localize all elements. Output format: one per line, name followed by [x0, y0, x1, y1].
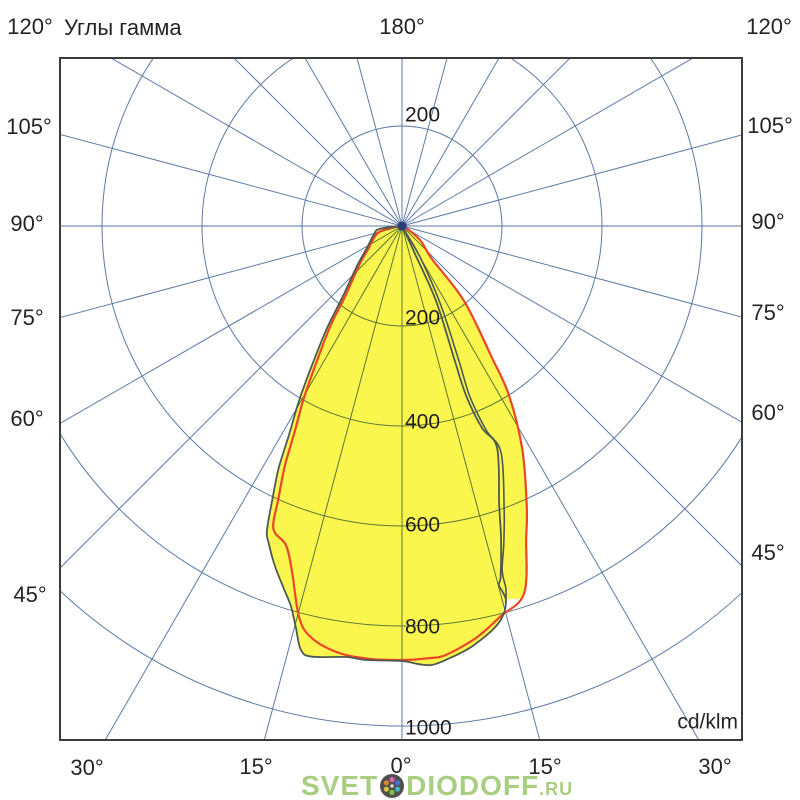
gamma-angle-label: 30°	[70, 755, 104, 780]
curve-1-path	[272, 224, 529, 662]
gamma-angle-label: 45°	[13, 582, 47, 607]
watermark-part1: SVET	[301, 770, 379, 800]
gamma-angle-label: 60°	[751, 400, 785, 425]
gamma-angle-label: 75°	[751, 300, 785, 325]
gamma-angle-label: 15°	[239, 754, 273, 779]
grid-radial	[401, 225, 742, 423]
gamma-angle-label: 120°	[7, 14, 53, 39]
polar-center-dot	[397, 221, 407, 231]
watermark-part2: DIODOFF	[406, 770, 540, 800]
curve-3-path	[401, 225, 507, 602]
gamma-angle-label: 180°	[379, 14, 425, 39]
grid-radial	[401, 225, 742, 567]
color-wheel-icon	[379, 773, 405, 800]
grid-radial	[401, 58, 448, 227]
grid-radial	[401, 225, 742, 318]
intensity-ring-label: 1000	[405, 716, 452, 740]
gamma-angle-label: 60°	[10, 406, 44, 431]
grid-radial	[401, 134, 742, 227]
gamma-angle-label: 0°	[390, 753, 412, 778]
gamma-angle-label: 105°	[747, 113, 793, 138]
gamma-angle-label: 30°	[698, 754, 732, 779]
gamma-angle-label: 45°	[751, 540, 785, 565]
grid-radial	[356, 58, 403, 227]
grid-radial	[401, 58, 694, 227]
plot-frame	[59, 57, 743, 741]
grid-radial	[60, 225, 403, 569]
intensity-ring-label: 600	[405, 513, 441, 537]
intensity-ring-label: 400	[405, 410, 441, 434]
grid-radial	[233, 58, 403, 227]
unit-label: cd/klm	[677, 710, 738, 734]
gamma-angle-label: 105°	[6, 114, 52, 139]
gamma-angle-label: 120°	[746, 14, 792, 39]
grid-radial	[60, 225, 403, 319]
watermark-part3: .RU	[539, 779, 574, 799]
page-title: Углы гамма	[64, 15, 182, 40]
grid-radial	[110, 58, 403, 227]
grid-radial	[401, 58, 500, 227]
curve-2-path	[265, 224, 507, 667]
grid-radial	[60, 225, 403, 425]
grid-radial	[401, 58, 571, 227]
gamma-angle-label: 90°	[10, 211, 44, 236]
intensity-ring-label: 200	[405, 103, 441, 127]
gamma-angle-label: 15°	[528, 754, 562, 779]
intensity-ring-label: 800	[405, 615, 441, 639]
intensity-ring-label: 200	[405, 306, 441, 330]
watermark: SVET DIODOFF .RU	[301, 770, 573, 800]
grid-radial	[60, 133, 403, 227]
intensity-fill-region	[266, 225, 527, 666]
gamma-angle-label: 90°	[751, 209, 785, 234]
grid-radial	[304, 58, 403, 227]
gamma-angle-label: 75°	[10, 305, 44, 330]
